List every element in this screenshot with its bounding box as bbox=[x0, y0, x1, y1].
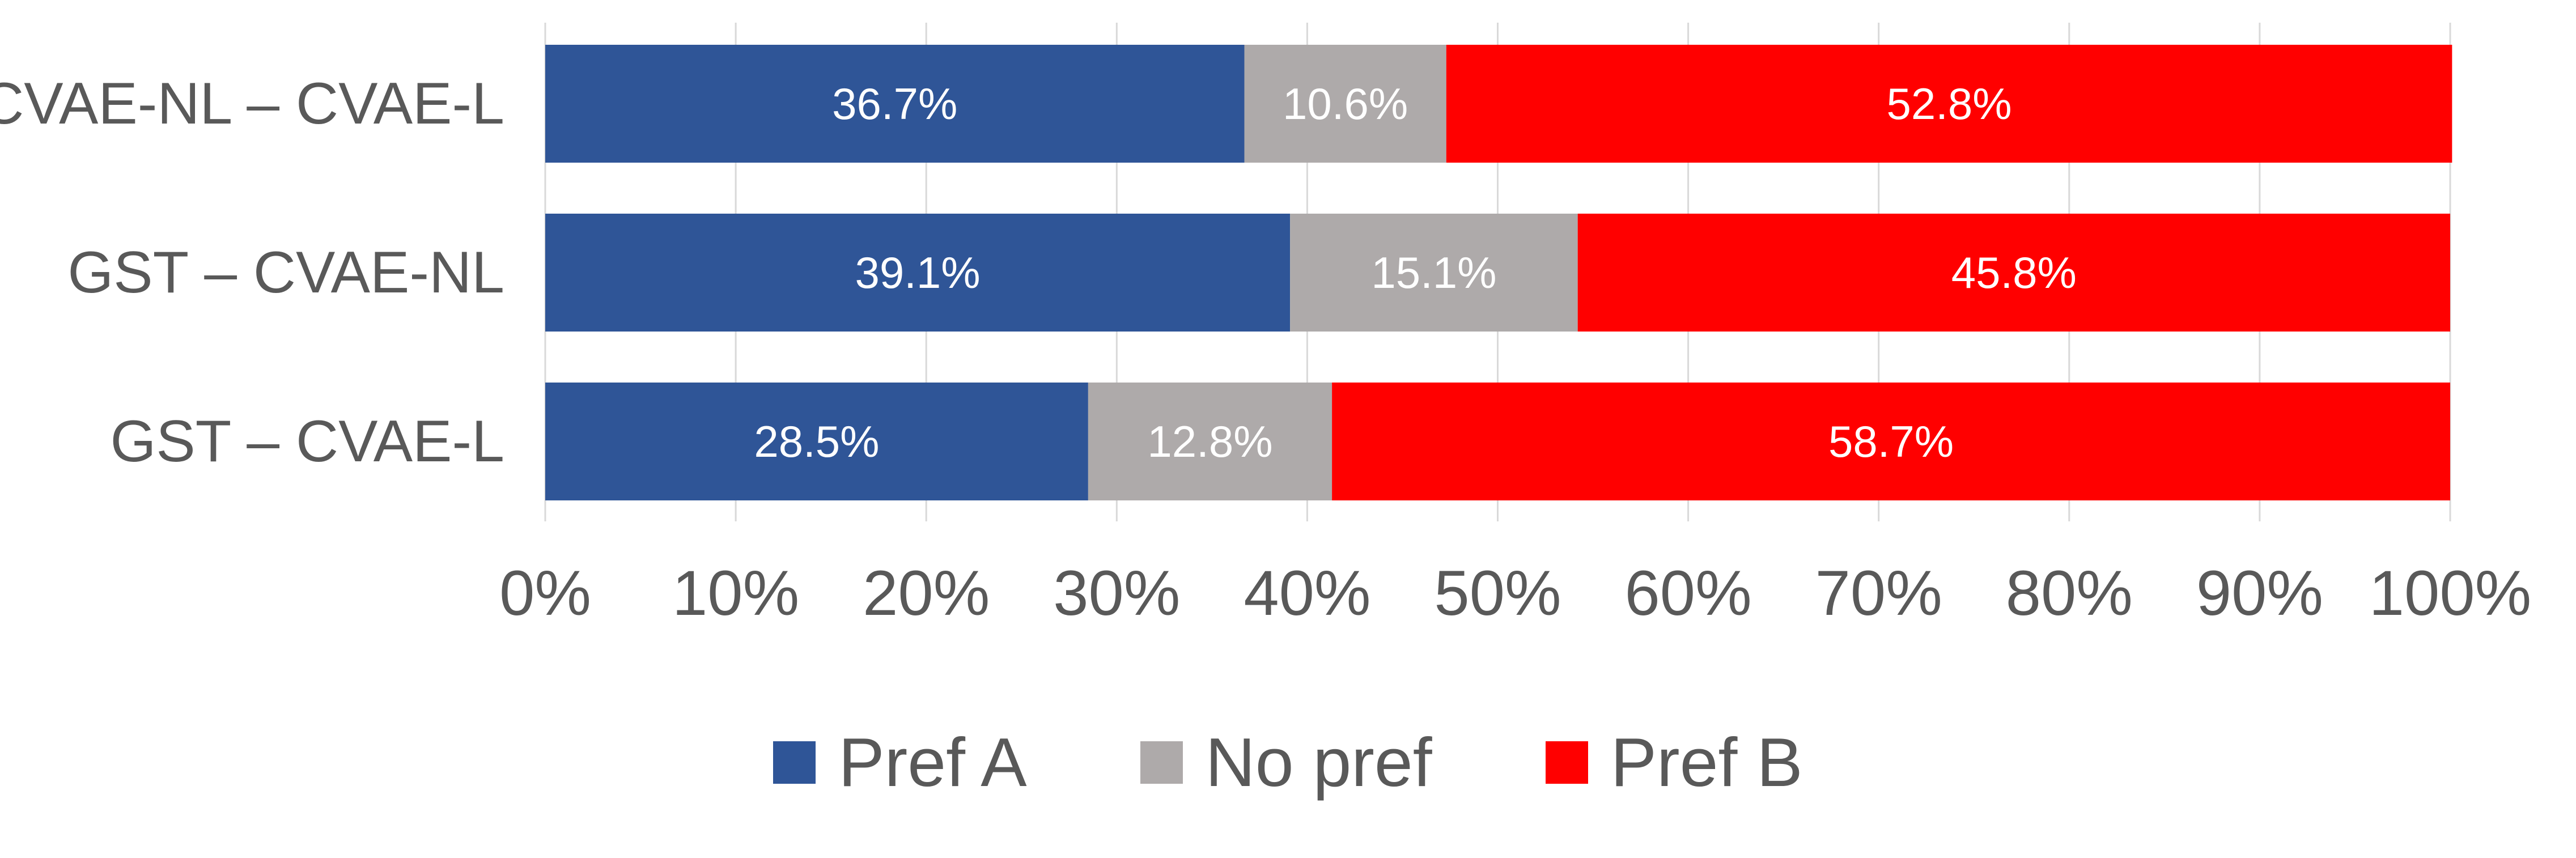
bar-segment-pref-a bbox=[545, 214, 1291, 332]
bar-segment-no-pref bbox=[1088, 383, 1332, 500]
bar-segment-pref-b bbox=[1577, 214, 2450, 332]
data-label: 45.8% bbox=[1951, 248, 2077, 298]
legend-swatch-pref-b bbox=[1545, 741, 1588, 784]
data-label: 10.6% bbox=[1283, 79, 1408, 129]
bar-segment-pref-b bbox=[1446, 45, 2452, 163]
legend-item-pref-a: Pref A bbox=[773, 724, 1027, 801]
data-label: 52.8% bbox=[1886, 79, 2011, 129]
bar-segment-pref-a bbox=[545, 383, 1088, 500]
x-tick-label: 50% bbox=[1434, 558, 1561, 628]
category-labels: CVAE-NL – CVAE-L GST – CVAE-NL GST – CVAE-… bbox=[0, 71, 504, 474]
legend-swatch-pref-a bbox=[773, 741, 816, 784]
x-tick-label: 70% bbox=[1815, 558, 1942, 628]
category-label: CVAE-NL – CVAE-L bbox=[0, 71, 504, 137]
legend-label-pref-a: Pref A bbox=[838, 724, 1027, 801]
x-tick-label: 40% bbox=[1244, 558, 1370, 628]
data-label: 39.1% bbox=[855, 248, 980, 298]
x-tick-label: 20% bbox=[863, 558, 990, 628]
data-label: 36.7% bbox=[832, 79, 957, 129]
x-tick-label: 60% bbox=[1625, 558, 1752, 628]
data-label: 58.7% bbox=[1828, 417, 1954, 466]
data-labels: 36.7% 10.6% 52.8% 39.1% 15.1% 45.8% 28.5% 12.8%… bbox=[754, 79, 2077, 466]
data-label: 15.1% bbox=[1371, 248, 1496, 298]
x-tick-label: 10% bbox=[672, 558, 799, 628]
x-tick-label: 30% bbox=[1053, 558, 1180, 628]
category-label: GST – CVAE-L bbox=[111, 409, 505, 474]
x-tick-label: 0% bbox=[499, 558, 591, 628]
legend-swatch-no-pref bbox=[1140, 741, 1183, 784]
x-tick-labels: 0% 10% 20% 30% 40% 50% 60% 70% 80% 90% 100% bbox=[499, 558, 2531, 628]
bar-segment-no-pref bbox=[1290, 214, 1578, 332]
bar-segment-pref-a bbox=[545, 45, 1245, 163]
legend-item-no-pref: No pref bbox=[1140, 728, 1432, 797]
category-label: GST – CVAE-NL bbox=[67, 240, 504, 305]
x-tick-label: 100% bbox=[2369, 558, 2531, 628]
data-label: 28.5% bbox=[754, 417, 879, 466]
bars bbox=[545, 45, 2452, 500]
bar-segment-pref-b bbox=[1332, 383, 2450, 500]
legend-label-no-pref: No pref bbox=[1205, 724, 1432, 801]
legend-label-pref-b: Pref B bbox=[1610, 724, 1803, 801]
x-tick-label: 80% bbox=[2006, 558, 2133, 628]
legend: Pref A No pref Pref B bbox=[0, 720, 2576, 805]
x-tick-label: 90% bbox=[2196, 558, 2323, 628]
legend-item-pref-b: Pref B bbox=[1545, 724, 1803, 801]
data-label: 12.8% bbox=[1147, 417, 1272, 466]
bar-segment-no-pref bbox=[1244, 45, 1446, 163]
